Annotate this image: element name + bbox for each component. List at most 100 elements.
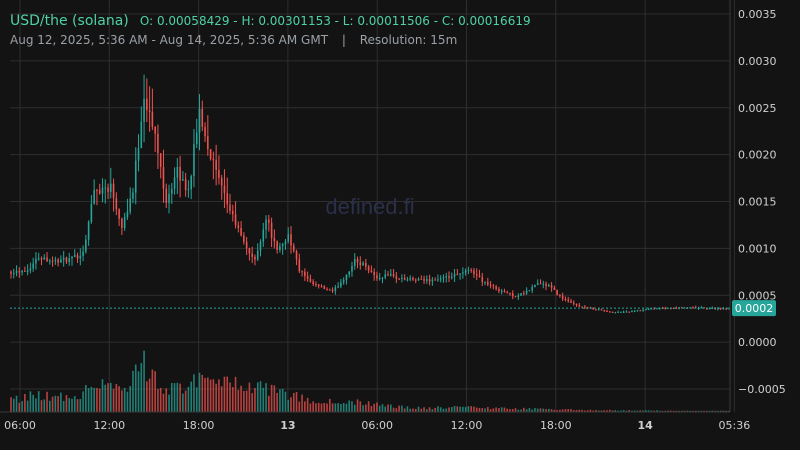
candle-body	[262, 229, 265, 242]
volume-bar	[290, 397, 292, 412]
candle-body	[85, 239, 87, 252]
volume-bar	[109, 382, 112, 412]
candle-body	[703, 307, 705, 309]
volume-bar	[326, 403, 328, 412]
y-tick-label: 0.0015	[738, 196, 777, 209]
candle-body	[306, 276, 309, 279]
volume-bar	[123, 387, 126, 412]
candle-body	[273, 237, 276, 242]
volume-bar	[298, 401, 301, 412]
candle-body	[201, 108, 204, 127]
candle-body	[426, 279, 428, 281]
candle-body	[692, 307, 694, 309]
x-axis: 06:00 12:00 18:00 13 06:00 12:00 18:00 14 05:36	[0, 411, 751, 432]
candle-body	[365, 262, 367, 267]
volume-bar	[284, 391, 287, 412]
x-tick-label: 12:00	[451, 419, 483, 432]
volume-bar	[90, 386, 93, 412]
volume-bar	[578, 409, 581, 412]
volume-bar	[550, 409, 553, 412]
volume-bar	[162, 393, 165, 412]
candle-body	[531, 287, 533, 291]
volume-bar	[625, 410, 628, 412]
candle-body	[370, 270, 373, 273]
volume-bar	[118, 386, 120, 412]
candle-body	[373, 272, 375, 276]
candle-body	[600, 309, 603, 311]
candle-body	[561, 295, 564, 299]
x-tick-label: 13	[280, 419, 295, 432]
candle-body	[76, 255, 79, 259]
volume-bar	[259, 381, 262, 412]
candle-body	[32, 263, 34, 269]
y-tick-label: 0.0025	[738, 102, 777, 115]
volume-bar	[351, 401, 353, 412]
volume-bar	[556, 410, 558, 412]
candle-body	[503, 291, 506, 293]
volume-bar	[431, 409, 434, 412]
volume-bar	[356, 399, 359, 412]
candle-body	[340, 282, 342, 287]
candle-body	[628, 311, 631, 313]
volume-bar	[201, 374, 204, 412]
volume-bar	[559, 409, 561, 412]
volume-bar	[694, 410, 697, 412]
volume-bar	[608, 409, 611, 412]
volume-bar	[148, 378, 151, 412]
candle-body	[367, 266, 370, 271]
volume-bar	[195, 387, 198, 412]
candle-body	[664, 308, 667, 310]
volume-bar	[317, 402, 320, 412]
volume-bar	[703, 410, 705, 412]
date-range: Aug 12, 2025, 5:36 AM - Aug 14, 2025, 5:…	[10, 33, 329, 47]
volume-bar	[642, 410, 644, 412]
candle-body	[550, 285, 553, 288]
candle-body	[93, 189, 95, 204]
candle-body	[334, 287, 337, 292]
volume-bar	[606, 410, 608, 412]
y-axis: 0.0035 0.0030 0.0025 0.0020 0.0015 0.0010 0.00…	[729, 0, 786, 412]
candle-body	[439, 278, 442, 280]
volume-bar	[548, 408, 550, 412]
candle-body	[606, 310, 608, 312]
volume-bar	[528, 408, 531, 412]
candle-body	[204, 126, 206, 137]
candle-body	[218, 170, 220, 178]
volume-bar	[198, 372, 201, 412]
candle-body	[176, 166, 179, 178]
candle-body	[309, 278, 312, 282]
candle-body	[556, 289, 558, 295]
volume-bar	[517, 409, 520, 412]
candle-body	[162, 167, 165, 189]
volume-bar	[478, 408, 481, 412]
candle-body	[445, 276, 448, 278]
candle-body	[656, 308, 658, 310]
volume-bar	[226, 376, 229, 412]
volume-bar	[437, 406, 439, 412]
volume-bar	[37, 391, 40, 412]
volume-bar	[636, 410, 639, 412]
volume-bar	[71, 398, 73, 412]
volume-bar	[539, 408, 542, 412]
volume-bar	[170, 382, 173, 412]
candle-body	[276, 241, 278, 250]
volume-bar	[212, 379, 215, 412]
volume-bar	[450, 407, 453, 412]
candle-body	[667, 307, 669, 309]
candle-body	[647, 309, 650, 311]
volume-bar	[584, 410, 586, 412]
volume-bar	[323, 402, 326, 412]
candle-body	[675, 307, 678, 309]
candle-body	[265, 219, 267, 230]
volume-bar	[24, 394, 26, 412]
candle-body	[187, 189, 190, 191]
volume-bar	[387, 404, 389, 412]
volume-bar	[218, 379, 220, 412]
candle-body	[323, 286, 326, 289]
candle-body	[597, 309, 600, 311]
volume-bar	[101, 379, 104, 412]
candle-body	[456, 274, 459, 276]
x-tick-label: 05:36	[719, 419, 751, 432]
candle-body	[500, 291, 503, 293]
